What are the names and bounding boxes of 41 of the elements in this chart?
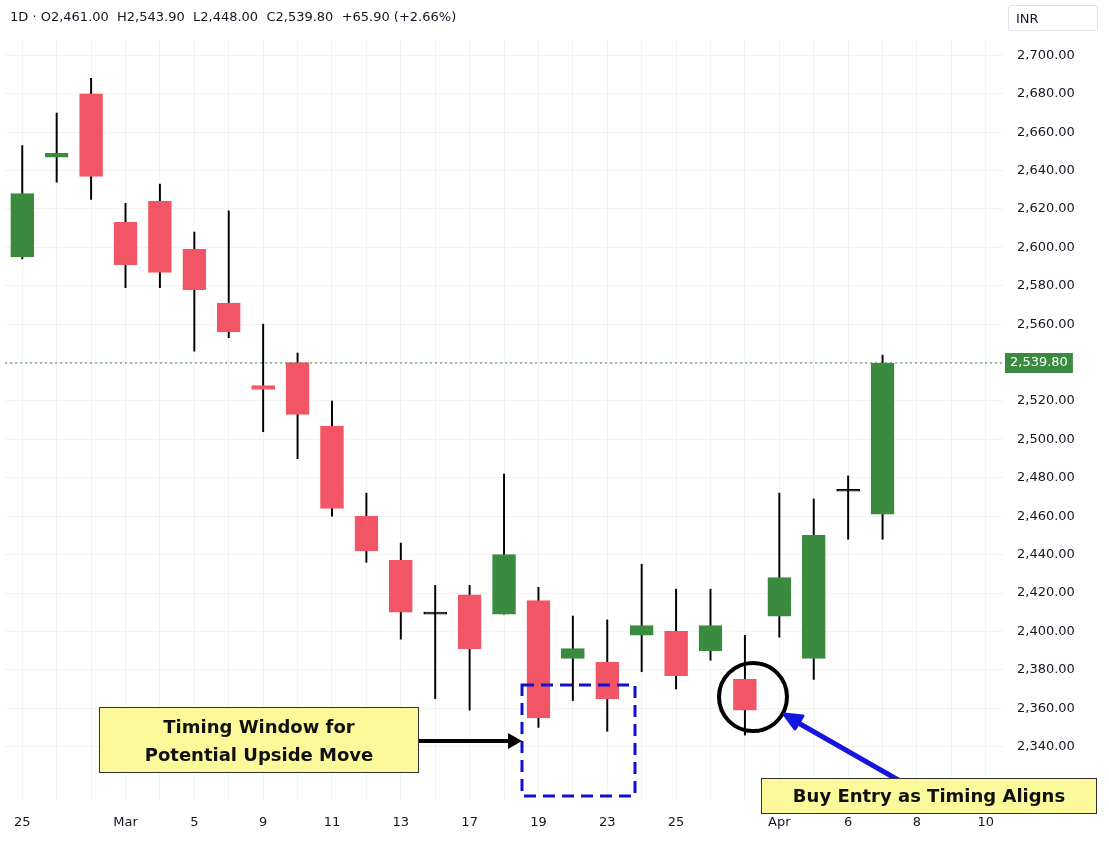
y-axis-title: INR: [1008, 5, 1098, 31]
x-tick-label: 10: [977, 813, 995, 829]
x-tick-label: 13: [392, 813, 410, 829]
callout-box: Timing Window for Potential Upside Move: [99, 707, 419, 773]
y-tick-label: 2,600.00: [1017, 238, 1075, 254]
y-tick-label: 2,640.00: [1017, 161, 1075, 177]
x-tick-label: 8: [912, 813, 922, 829]
candlestick: [251, 323, 275, 433]
x-tick-label: 23: [598, 813, 616, 829]
callout-box: Buy Entry as Timing Aligns: [761, 778, 1097, 814]
y-tick-label: 2,580.00: [1017, 277, 1075, 293]
y-tick-label: 2,680.00: [1017, 85, 1075, 101]
y-tick-label: 2,480.00: [1017, 469, 1075, 485]
x-tick-label: 17: [461, 813, 478, 829]
x-tick-label: 5: [190, 813, 199, 829]
y-tick-label: 2,500.00: [1017, 430, 1075, 446]
y-tick-label: 2,620.00: [1017, 200, 1075, 216]
y-tick-label: 2,660.00: [1017, 123, 1075, 139]
y-tick-label: 2,420.00: [1017, 584, 1075, 600]
x-tick-label: 11: [323, 813, 341, 829]
x-tick-label: Apr: [768, 813, 792, 829]
y-tick-label: 2,380.00: [1017, 661, 1075, 677]
chart-title: 1D · O2,461.00 H2,543.90 L2,448.00 C2,539.80 +65.90 (+2.66%): [10, 9, 457, 24]
y-tick-label: 2,460.00: [1017, 507, 1075, 523]
x-tick-label: 6: [844, 813, 853, 829]
y-tick-label: 2,700.00: [1017, 46, 1075, 62]
x-tick-label: Mar: [113, 813, 139, 829]
annotation: Timing Window for Potential Upside Move: [143, 715, 375, 767]
x-tick-label: 25: [667, 813, 685, 829]
candlestick: [836, 475, 860, 540]
y-tick-label: 2,440.00: [1017, 545, 1075, 561]
y-tick-label: 2,360.00: [1017, 699, 1075, 715]
y-tick-label: 2,560.00: [1017, 315, 1075, 331]
ref-line-label: 2,539.80: [1010, 354, 1068, 370]
x-tick-label: 9: [259, 813, 268, 829]
x-tick-label: 19: [530, 813, 547, 829]
y-tick-label: 2,340.00: [1017, 738, 1075, 754]
y-tick-label: 2,400.00: [1017, 622, 1075, 638]
y-tick-label: 2,520.00: [1017, 392, 1075, 408]
x-tick-label: 25: [14, 813, 31, 829]
candlestick: [629, 563, 654, 673]
